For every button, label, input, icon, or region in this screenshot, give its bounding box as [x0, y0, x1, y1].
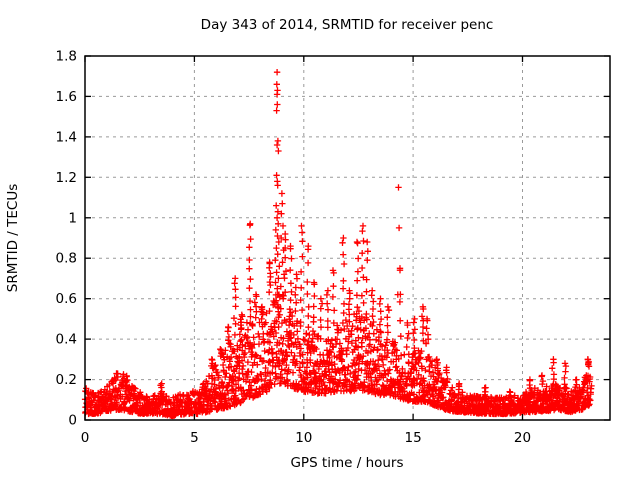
y-tick-label: 0.8: [56, 251, 77, 267]
x-tick-label: 20: [514, 430, 531, 446]
y-tick-label: 1: [68, 210, 77, 226]
chart-title: Day 343 of 2014, SRMTID for receiver pen…: [201, 17, 494, 33]
axis-tick-marks: [84, 55, 610, 421]
y-axis-label: SRMTID / TECUs: [5, 184, 21, 292]
x-axis-tick-labels: 0 5 10 15 20: [81, 430, 531, 446]
x-axis-label: GPS time / hours: [290, 455, 403, 471]
x-tick-label: 5: [190, 430, 199, 446]
y-axis-tick-labels: 0 0.2 0.4 0.6 0.8 1 1.2 1.4 1.6 1.8: [56, 49, 77, 429]
y-tick-label: 0.6: [56, 291, 77, 307]
x-tick-label: 15: [405, 430, 422, 446]
plot-border: [84, 55, 611, 421]
x-tick-label: 0: [81, 430, 90, 446]
y-tick-label: 1.4: [56, 129, 77, 145]
y-tick-label: 1.2: [56, 170, 77, 186]
y-tick-label: 0.4: [56, 332, 77, 348]
y-tick-label: 0.2: [56, 372, 77, 388]
y-tick-label: 1.8: [56, 49, 77, 65]
y-tick-label: 1.6: [56, 89, 77, 105]
x-tick-label: 10: [295, 430, 312, 446]
y-tick-label: 0: [68, 413, 77, 429]
